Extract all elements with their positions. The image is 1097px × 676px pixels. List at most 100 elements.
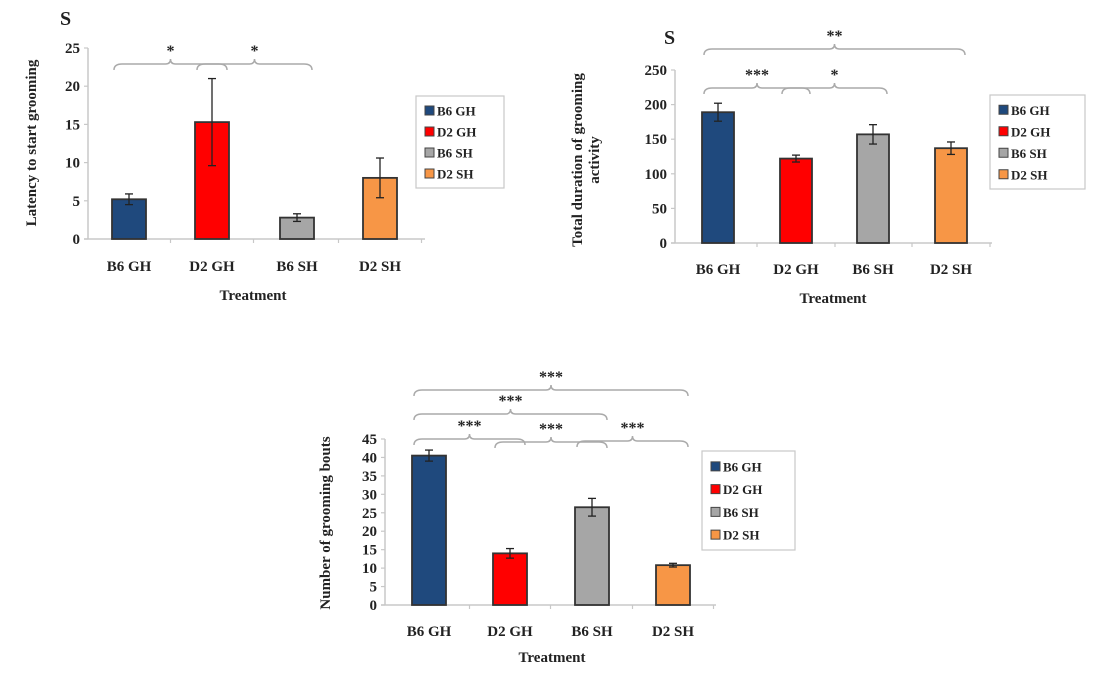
legend-swatch [998,126,1009,137]
y-tick-label: 45 [362,432,377,448]
x-category-label: B6 GH [407,624,452,640]
bar-b6-sh [856,133,890,244]
x-category-label: B6 SH [571,624,613,640]
x-category-label: D2 SH [930,262,972,278]
x-axis-title: Treatment [220,288,287,304]
y-tick-label: 50 [652,201,667,217]
y-tick-label: 15 [362,543,377,559]
significance-bracket [703,43,966,56]
x-category-label: B6 GH [107,259,152,275]
panel-label: S [664,27,675,49]
x-category-label: B6 SH [276,259,318,275]
x-category-label: D2 GH [773,262,819,278]
y-tick-label: 25 [362,506,377,522]
y-tick-label: 150 [645,132,668,148]
y-axis-title: Latency to start grooming [24,59,40,226]
legend-label: D2 SH [1011,167,1047,182]
bar-b6-gh [111,198,147,240]
significance-bracket [494,436,608,449]
significance-label: *** [539,369,563,386]
significance-bracket [781,82,888,95]
x-category-label: B6 GH [696,262,741,278]
legend-label: B6 SH [1011,146,1047,161]
legend-label: B6 GH [1011,103,1050,118]
panel-label: S [60,8,71,30]
legend-swatch [998,169,1009,180]
y-tick-label: 10 [362,561,377,577]
significance-bracket [196,58,313,71]
legend-swatch [424,147,435,158]
significance-label: *** [458,418,482,435]
legend-label: B6 SH [437,146,473,161]
legend-label: D2 SH [437,167,473,182]
legend: B6 GH D2 GH B6 SH D2 SH [989,94,1086,190]
y-tick-label: 5 [370,580,378,596]
legend-label: D2 GH [1011,124,1050,139]
legend-label: B6 GH [723,459,762,474]
significance-label: *** [499,393,523,410]
significance-label: * [167,43,175,60]
y-tick-label: 20 [362,524,377,540]
y-tick-label: 30 [362,487,377,503]
y-tick-label: 200 [645,98,668,114]
legend-label: B6 SH [723,505,759,520]
bar-d2-sh [934,147,968,244]
x-axis-title: Treatment [800,291,867,307]
y-axis-title: Number of grooming bouts [318,436,334,609]
bar-d2-gh [779,157,813,244]
significance-label: *** [539,421,563,438]
bar-d2-gh [492,552,528,606]
significance-bracket [413,433,526,446]
legend-swatch [710,529,721,540]
significance-label: *** [621,420,645,437]
significance-label: * [831,67,839,84]
legend-swatch [710,484,721,495]
legend-swatch [710,461,721,472]
y-tick-label: 100 [645,167,668,183]
y-tick-label: 250 [645,63,668,79]
bar-b6-gh [411,454,447,606]
legend-label: D2 GH [437,125,476,140]
y-tick-label: 0 [73,232,81,248]
chart-3: 0 5 10 15 20 25 30 35 40 45 B6 GH D2 GH B6 SH D2 SH Tr… [318,369,796,666]
legend-label: B6 GH [437,104,476,119]
y-tick-label: 20 [65,79,80,95]
x-category-label: D2 SH [359,259,401,275]
bar-b6-gh [701,111,735,244]
chart-2: S 0 50 100 150 200 250 B6 GH D2 GH B6 SH D2 SH Trea… [570,27,1086,307]
y-tick-label: 35 [362,469,377,485]
bar-d2-sh [655,564,691,606]
legend-swatch [998,104,1009,115]
significance-bracket [413,384,689,397]
significance-bracket [413,408,608,421]
legend-swatch [710,506,721,517]
legend-swatch [424,105,435,116]
legend-label: D2 SH [723,528,759,543]
significance-label: ** [827,28,843,45]
legend: B6 GH D2 GH B6 SH D2 SH [701,450,796,551]
y-tick-label: 15 [65,117,80,133]
y-tick-label: 25 [65,41,80,57]
x-category-label: D2 GH [487,624,533,640]
bar-b6-sh [574,506,610,606]
x-category-label: B6 SH [852,262,894,278]
significance-bracket [576,435,689,448]
legend-swatch [998,147,1009,158]
y-tick-label: 0 [370,598,378,614]
significance-label: *** [745,67,769,84]
legend-swatch [424,168,435,179]
y-axis-title: Total duration of groomingactivity [570,73,603,247]
y-tick-label: 40 [362,450,377,466]
x-category-label: D2 GH [189,259,235,275]
y-tick-label: 5 [73,194,81,210]
legend: B6 GH D2 GH B6 SH D2 SH [415,95,505,189]
y-tick-label: 0 [660,236,668,252]
x-category-label: D2 SH [652,624,694,640]
significance-label: * [251,43,259,60]
chart-1: S 0 5 10 15 20 25 B6 GH D2 GH B6 SH D2 SH Treatment… [24,8,505,304]
legend-label: D2 GH [723,482,762,497]
y-tick-label: 10 [65,156,80,172]
x-axis-title: Treatment [519,650,586,666]
legend-swatch [424,126,435,137]
